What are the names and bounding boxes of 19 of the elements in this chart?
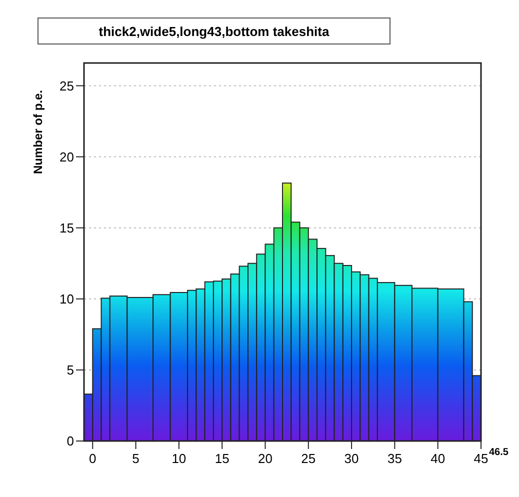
x-tick-label: 20 [258, 451, 272, 466]
y-axis-title: Number of p.e. [31, 90, 45, 174]
x-tick-label: 25 [301, 451, 316, 466]
x-tick-label: 35 [387, 451, 402, 466]
y-tick-label: 15 [60, 220, 74, 236]
y-tick-label: 10 [60, 291, 74, 306]
chart-title: thick2,wide5,long43,bottom takeshita [98, 24, 330, 39]
y-tick-label: 20 [60, 149, 74, 164]
x-tick-label: 5 [132, 451, 140, 466]
x-tick-label: 40 [430, 451, 446, 466]
text: 46.5 [489, 447, 509, 458]
x-tick-label: 0 [89, 451, 96, 466]
y-tick-label: 0 [66, 434, 74, 449]
x-tick-label: 10 [172, 451, 186, 466]
y-tick-label: 5 [66, 362, 74, 378]
y-tick-label: 25 [60, 78, 74, 94]
x-tick-label: 15 [214, 451, 230, 466]
x-tick-label: 45 [474, 451, 488, 466]
x-tick-label: 30 [344, 451, 359, 466]
